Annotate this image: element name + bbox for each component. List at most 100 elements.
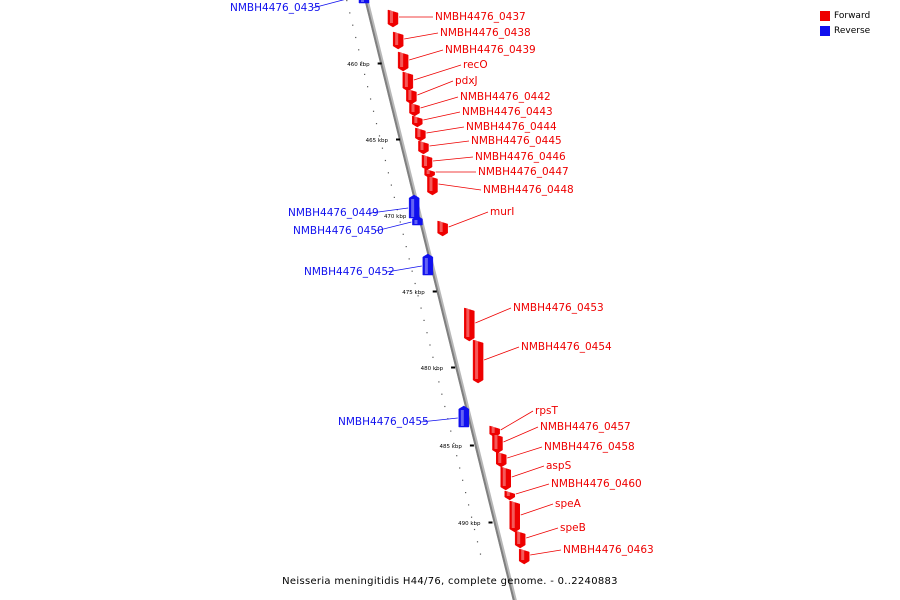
gene-label: NMBH4476_0463 (563, 544, 654, 556)
scale-major-tick (488, 521, 493, 524)
gene-leader (413, 64, 462, 81)
gene-NMBH4476_0453 (464, 307, 475, 342)
scale-minor-tick (355, 36, 357, 39)
gene-NMBH4476_0452 (422, 253, 434, 276)
scale-minor-tick (426, 332, 428, 334)
gene-label: NMBH4476_0452 (304, 266, 395, 278)
gene-label: NMBH4476_0442 (460, 91, 551, 103)
gene-leader (409, 49, 444, 61)
gene-label: NMBH4476_0444 (466, 121, 557, 133)
scale-minor-tick (435, 369, 437, 371)
gene-leader (404, 32, 439, 40)
gene-speA (509, 500, 520, 533)
gene-label: NMBH4476_0449 (288, 207, 379, 219)
gene-label: speA (555, 498, 582, 510)
scale-minor-tick (479, 553, 482, 555)
scale-minor-tick (411, 270, 413, 272)
gene-label: NMBH4476_0460 (551, 478, 642, 490)
gene-label: NMBH4476_0438 (440, 27, 531, 39)
gene-highlight (417, 129, 421, 137)
scale-minor-tick (473, 528, 476, 531)
scale-minor-tick (402, 233, 404, 235)
gene-NMBH4476_0445 (418, 140, 429, 155)
gene-label: NMBH4476_0439 (445, 44, 536, 56)
gene-label: NMBH4476_0457 (540, 421, 631, 433)
gene-leader (386, 265, 422, 273)
scale-minor-tick (369, 98, 372, 100)
gene-highlight (424, 258, 428, 274)
gene-leader (511, 465, 545, 478)
scale-label: 480 kbp (421, 366, 444, 372)
gene-recO (402, 71, 414, 92)
gene-label: NMBH4476_0458 (544, 441, 635, 453)
scale-minor-tick (450, 430, 452, 432)
scale-major-tick (469, 444, 474, 447)
scale-label: 475 kbp (402, 290, 425, 296)
gene-highlight (426, 170, 430, 174)
gene-highlight (466, 309, 470, 337)
gene-highlight (521, 550, 525, 560)
scale-minor-tick (384, 159, 387, 162)
gene-label: rpsT (535, 405, 558, 417)
gene-highlight (395, 33, 399, 45)
gene-label: NMBH4476_0445 (471, 135, 562, 147)
gene-leader (426, 126, 465, 134)
gene-label: murI (490, 206, 514, 218)
scale-minor-tick (408, 258, 410, 260)
gene-highlight (420, 142, 424, 150)
gene-leader (429, 140, 470, 147)
scale-label: 470 kbp (384, 214, 407, 220)
gene-highlight (502, 468, 506, 486)
scale-major-tick (451, 366, 456, 369)
gene-NMBH4476_0442 (409, 102, 420, 117)
gene-label: recO (463, 59, 488, 71)
scale-minor-tick (372, 110, 375, 112)
gene-highlight (361, 0, 364, 2)
gene-highlight (506, 492, 510, 496)
scale-minor-tick (470, 516, 473, 518)
scale-major-tick (396, 138, 401, 141)
gene-label: NMBH4476_0446 (475, 151, 566, 163)
scale-minor-tick (414, 282, 416, 285)
scale-minor-tick (346, 0, 348, 2)
scale-minor-tick (476, 541, 479, 543)
legend-reverse-label: Reverse (834, 26, 871, 36)
scale-minor-tick (405, 246, 407, 248)
gene-highlight (498, 453, 502, 463)
scale-minor-tick (361, 61, 363, 63)
gene-NMBH4476_0443 (412, 115, 423, 128)
gene-leader (370, 207, 409, 214)
gene-NMBH4476_0450 (412, 215, 423, 226)
scale-minor-tick (467, 504, 470, 506)
gene-label: NMBH4476_0443 (462, 106, 553, 118)
gene-leader (520, 503, 554, 516)
gene-label: NMBH4476_0454 (521, 341, 612, 353)
gene-highlight (424, 156, 428, 166)
gene-highlight (400, 53, 404, 67)
legend-reverse-swatch (820, 26, 830, 36)
gene-highlight (429, 177, 433, 191)
gene-NMBH4476_0444 (415, 127, 426, 142)
gene-highlight (411, 199, 415, 217)
gene-leader (420, 417, 458, 423)
gene-NMBH4476_0457 (492, 433, 503, 454)
scale-label: 460 kbp (347, 62, 370, 68)
gene-leader (432, 156, 474, 162)
scale-major-tick (432, 290, 437, 293)
gene-label: speB (560, 522, 586, 534)
scale-minor-tick (444, 405, 446, 408)
gene-NMBH4476_0448 (427, 175, 438, 196)
scale-label: 490 kbp (458, 521, 481, 527)
axis-backbone (364, 0, 515, 600)
scale-minor-tick (429, 344, 431, 346)
scale-minor-tick (423, 319, 425, 321)
scale-minor-tick (420, 307, 422, 309)
gene-label: NMBH4476_0448 (483, 184, 574, 196)
gene-label: NMBH4476_0455 (338, 416, 429, 428)
gene-label: pdxJ (455, 75, 478, 87)
gene-label: NMBH4476_0447 (478, 166, 569, 178)
gene-NMBH4476_0455 (458, 405, 470, 428)
gene-highlight (475, 341, 479, 379)
gene-label: NMBH4476_0453 (513, 302, 604, 314)
